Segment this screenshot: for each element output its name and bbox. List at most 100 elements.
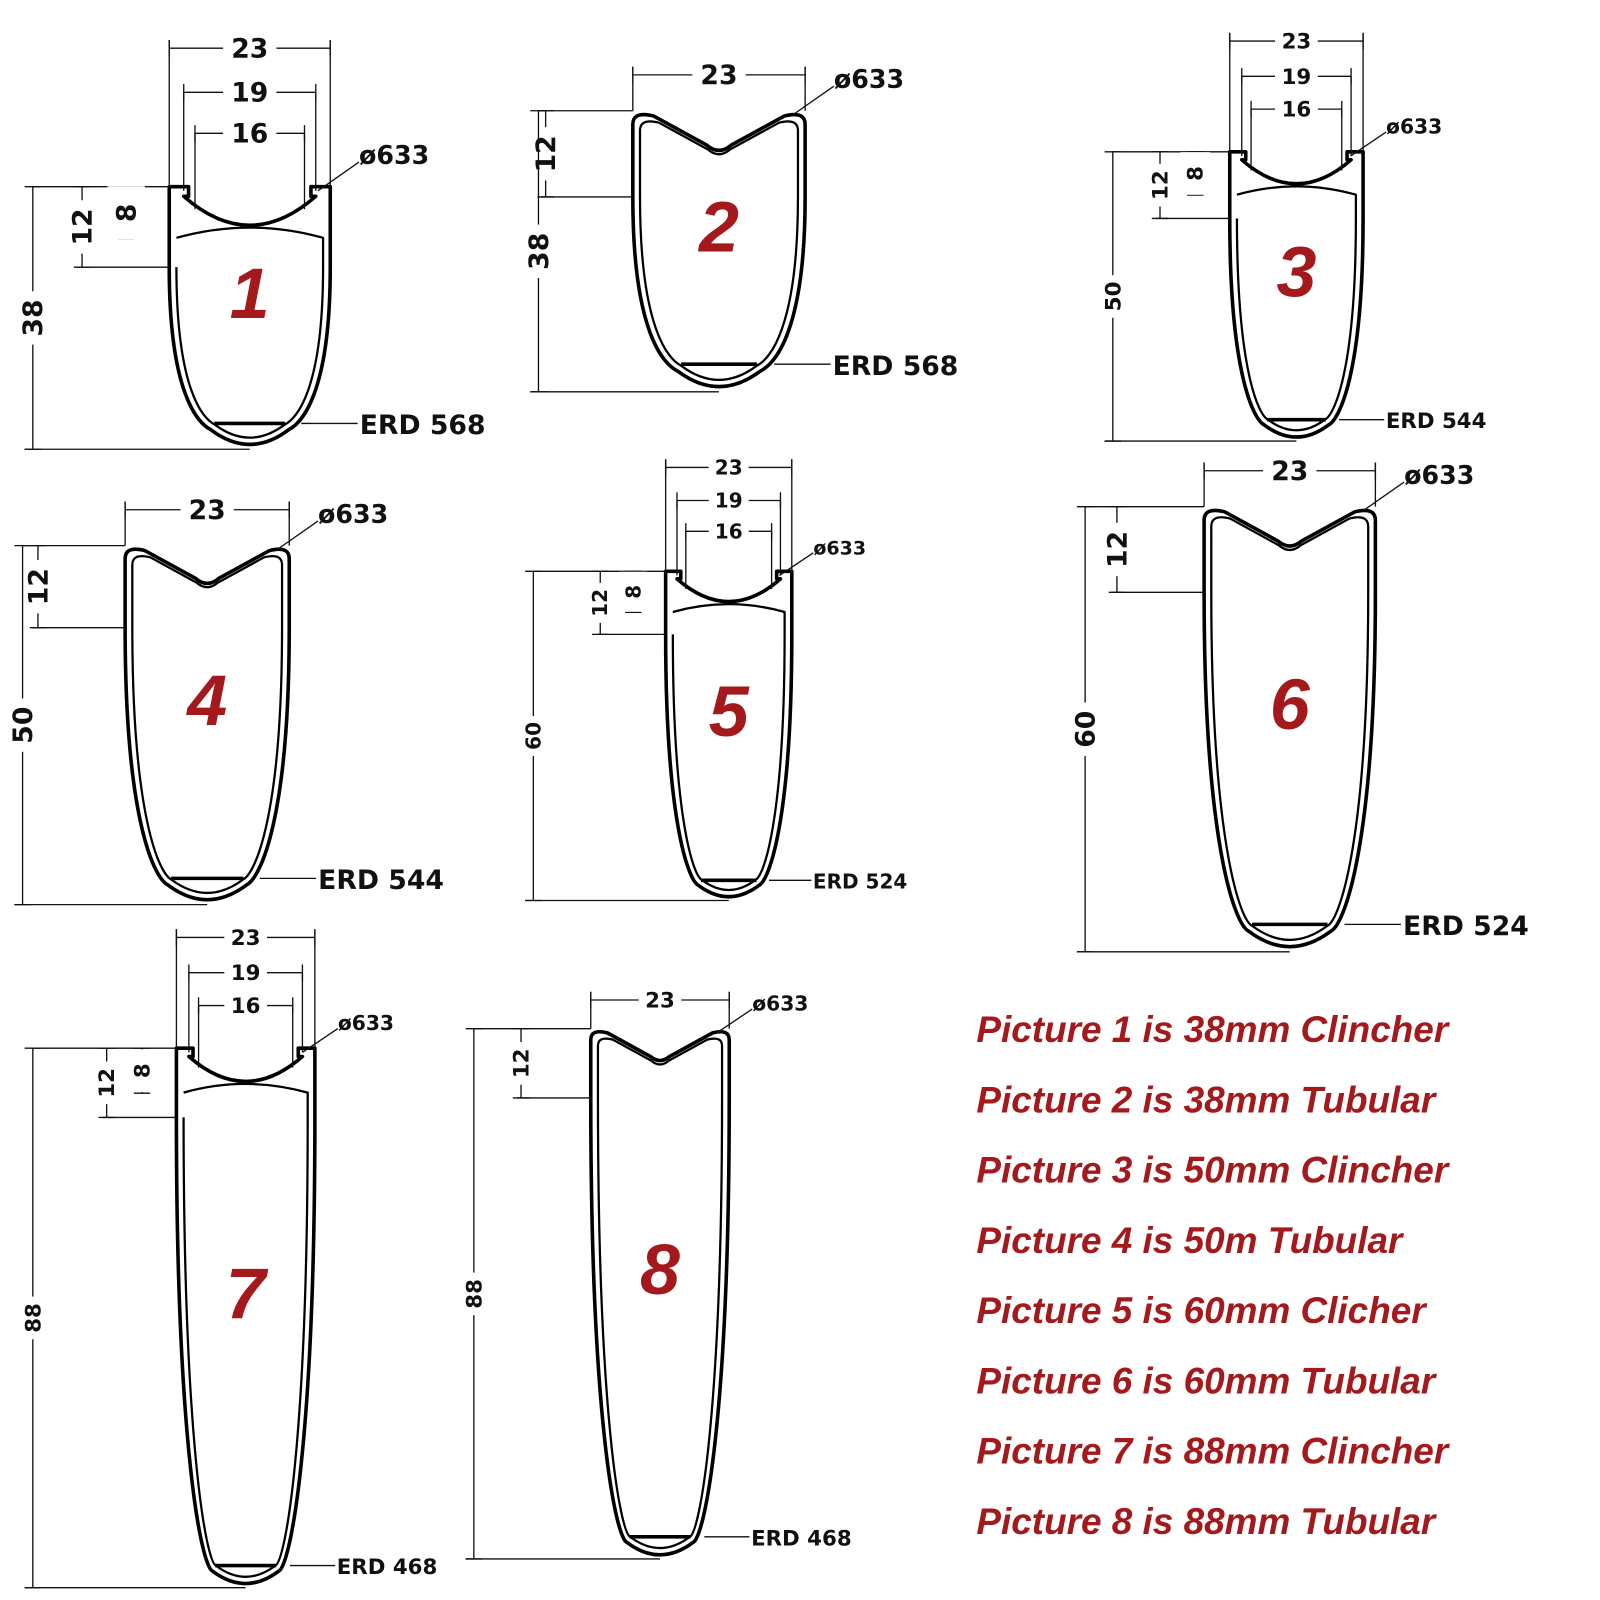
dim-label-bg [1275,61,1318,92]
dim-label-bg [224,922,267,953]
rim-inner [131,554,284,895]
dim-label: 12 [67,208,98,245]
dim-label: 23 [231,34,268,65]
profile-number: 1 [230,254,270,334]
dim-label-bg [127,1049,157,1093]
diameter-label: ø633 [813,537,866,559]
dim-label: 23 [645,988,675,1013]
dim-label: 12 [1102,531,1133,568]
leader [1362,481,1405,512]
leader [716,1008,753,1034]
leader [779,552,814,576]
dim-label: 23 [231,926,261,951]
rim-outline [588,1029,732,1557]
dim-label-bg [223,114,277,153]
caption: Picture 7 is 88mm Clincher [976,1431,1450,1472]
profile-number: 3 [1276,232,1316,312]
diameter-label: ø633 [359,140,429,170]
dim-label-bg [519,715,548,756]
dim-label: 8 [1184,166,1209,181]
dim-label: 19 [231,78,268,109]
dim-label: 19 [231,961,261,986]
profile-number: 2 [697,187,739,267]
caption: Picture 8 is 88mm Tubular [976,1501,1437,1542]
dim-label: 23 [700,60,737,91]
dim-label-bg [708,486,749,515]
dim-label: 50 [8,707,39,744]
dim-label: 12 [95,1068,120,1098]
leader [1350,131,1387,157]
dim-label-bg [506,1042,536,1085]
dim-label-bg [708,453,749,482]
dim-label: 12 [531,135,562,172]
erd-label: ERD 568 [833,351,959,382]
dim-label: 60 [521,722,545,750]
dim-label: 12 [23,568,54,605]
rim-inner [638,120,800,382]
caption: Picture 3 is 50mm Clincher [976,1150,1450,1191]
dim-label: 19 [715,489,743,513]
rim-outline [167,184,333,447]
dim-label-bg [1180,152,1211,195]
diameter-label: ø633 [752,992,808,1016]
rim-outline [663,569,794,899]
erd-label: ERD 544 [318,865,444,896]
dim-label: 23 [1282,29,1312,54]
rim-outline [631,112,807,389]
caption: Picture 5 is 60mm Clicher [976,1290,1428,1331]
dim-label-bg [619,571,648,612]
rim-outline [1227,149,1365,439]
erd-label: ERD 524 [1403,911,1529,942]
dim-label: 8 [111,204,142,223]
leader [792,85,835,116]
dim-label-bg [224,957,267,988]
dim-label-bg [3,698,42,752]
dim-label-bg [692,56,746,94]
profile-number: 8 [640,1230,680,1310]
dim-label-bg [1275,26,1318,56]
caption: Picture 1 is 38mm Clincher [976,1009,1450,1050]
rim-inner [1235,185,1358,432]
dim-label-bg [1098,522,1136,577]
dim-label-bg [526,127,565,181]
dim-label: 38 [524,233,555,270]
caption: Picture 4 is 50m Tubular [976,1220,1405,1261]
dim-label: 16 [1282,98,1312,123]
dim-label: 23 [189,495,226,526]
dim-label: 50 [1101,282,1126,312]
dim-label: 16 [231,994,261,1019]
dim-label-bg [224,990,267,1021]
dim-label: 8 [621,585,645,599]
leader [317,161,360,192]
erd-label: ERD 568 [360,410,486,441]
dim-label: 23 [715,455,743,479]
diameter-label: ø633 [1386,115,1442,139]
erd-label: ERD 468 [751,1526,852,1551]
dim-label-bg [1066,702,1104,756]
dim-label: 12 [509,1048,534,1078]
dim-label-bg [91,1061,122,1105]
dim-label-bg [107,186,145,240]
dim-label-bg [638,985,682,1015]
dim-label-bg [223,29,277,67]
diameter-label: ø633 [834,64,904,94]
dim-label: 38 [18,299,49,336]
erd-label: ERD 524 [813,869,907,893]
rim-inner [671,603,786,892]
dim-label: 16 [715,519,743,543]
erd-label: ERD 468 [337,1555,438,1580]
dim-label: 12 [1148,170,1173,200]
erd-label: ERD 544 [1386,409,1487,434]
dim-label-bg [708,517,749,546]
dim-label: 12 [588,589,612,617]
rim-inner [175,226,325,439]
rim-inner [1210,516,1370,942]
dim-label: 16 [231,119,268,150]
profile-number: 5 [709,672,750,752]
dim-label-bg [519,224,558,278]
dim-label-bg [1275,94,1318,125]
dim-label: 60 [1070,711,1101,748]
rim-outline [123,547,292,902]
diameter-label: ø633 [1404,460,1474,490]
